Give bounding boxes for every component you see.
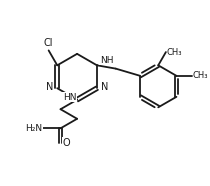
Text: NH: NH bbox=[100, 56, 113, 65]
Text: H₂N: H₂N bbox=[25, 124, 42, 133]
Text: N: N bbox=[46, 82, 53, 92]
Text: CH₃: CH₃ bbox=[193, 71, 208, 80]
Text: O: O bbox=[63, 138, 71, 148]
Text: N: N bbox=[101, 82, 108, 92]
Text: Cl: Cl bbox=[44, 38, 53, 48]
Text: HN: HN bbox=[63, 93, 76, 102]
Text: CH₃: CH₃ bbox=[167, 48, 182, 57]
